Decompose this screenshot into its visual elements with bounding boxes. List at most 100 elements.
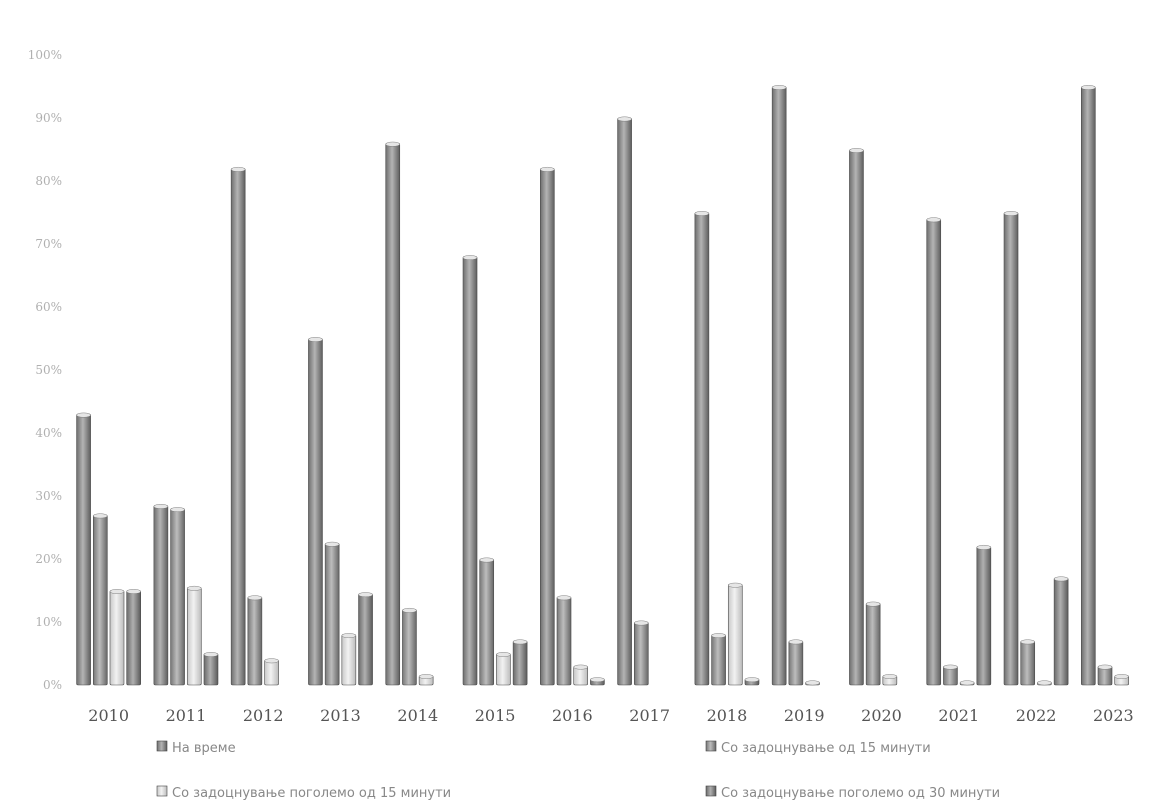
- bar-2014-series-1: [385, 142, 401, 686]
- x-tick-label: 2010: [88, 706, 129, 725]
- bar-2020-series-1: [849, 149, 864, 686]
- y-tick-label: 50%: [35, 363, 62, 377]
- bar-cap: [1097, 664, 1113, 670]
- bar-cap: [1081, 85, 1096, 90]
- bar-2016-series-2: [556, 596, 572, 686]
- bar-2013-series-3: [341, 634, 357, 686]
- y-axis: 0% 10% 20% 30% 40% 50% 60% 70% 80% 90% 100%: [28, 48, 62, 692]
- bar-2010-series-2: [92, 514, 108, 686]
- bar-cap: [418, 674, 434, 679]
- bar-cap: [771, 85, 787, 90]
- bar-cap: [341, 633, 357, 638]
- x-tick-label: 2022: [1016, 706, 1057, 725]
- bar-2015-series-1: [462, 256, 478, 686]
- bar-2022-series-1: [1003, 212, 1019, 686]
- bar-cap: [385, 141, 400, 147]
- bar-2012-series-1: [230, 168, 246, 686]
- x-tick-label: 2017: [629, 706, 670, 725]
- bar-cap: [187, 585, 202, 591]
- y-tick-label: 90%: [35, 111, 62, 125]
- bar-cap: [849, 148, 864, 153]
- bar-cap: [93, 513, 108, 519]
- y-tick-label: 60%: [35, 300, 62, 314]
- bar-2018-series-3: [727, 583, 743, 686]
- bars: [76, 85, 1130, 686]
- bar-2022-series-2: [1020, 640, 1036, 686]
- x-tick-label: 2014: [397, 706, 438, 725]
- bar-2015-series-3: [496, 653, 511, 686]
- bar-2011-series-1: [153, 505, 169, 686]
- x-tick-label: 2023: [1093, 706, 1134, 725]
- bar-cap: [153, 504, 169, 509]
- bar-cap: [170, 507, 185, 512]
- bar-2012-series-3: [264, 659, 279, 686]
- bar-2021-series-4: [976, 546, 992, 686]
- bar-2018-series-2: [711, 634, 726, 686]
- x-tick-label: 2012: [243, 706, 284, 725]
- bar-cap: [634, 620, 649, 626]
- bar-cap: [788, 639, 804, 645]
- bar-2011-series-4: [203, 653, 219, 686]
- legend-label: Со задоцнување поголемо од 15 минути: [172, 786, 451, 801]
- bar-cap: [1053, 576, 1069, 582]
- bar-cap: [512, 639, 528, 645]
- legend-label: Со задоцнување од 15 минути: [721, 741, 931, 756]
- x-tick-label: 2020: [861, 706, 902, 725]
- x-tick-label: 2019: [784, 706, 825, 725]
- bar-2010-series-4: [126, 590, 141, 686]
- bar-cap: [402, 608, 417, 613]
- bar-cap: [728, 582, 743, 588]
- x-tick-label: 2021: [938, 706, 979, 725]
- y-tick-label: 100%: [28, 48, 62, 62]
- bar-cap: [1003, 211, 1019, 216]
- bar-cap: [694, 211, 710, 216]
- legend-label: Со задоцнување поголемо од 30 минути: [721, 786, 1000, 801]
- bar-2023-series-1: [1081, 86, 1096, 686]
- bar-2017-series-1: [617, 117, 632, 686]
- bar-cap: [556, 595, 572, 601]
- y-tick-label: 40%: [35, 426, 62, 440]
- x-tick-label: 2011: [166, 706, 207, 725]
- x-tick-label: 2016: [552, 706, 593, 725]
- bar-cap: [540, 166, 555, 172]
- bar-cap: [711, 633, 726, 638]
- bar-cap: [805, 680, 820, 686]
- bar-cap: [590, 677, 605, 683]
- y-tick-label: 0%: [43, 678, 62, 692]
- bar-2016-series-1: [540, 168, 555, 686]
- bar-2013-series-2: [324, 542, 340, 686]
- x-axis: 2010 2011 2012 2013 2014 2015 2016 2017 2018 2019…: [88, 706, 1133, 725]
- bar-cap: [744, 677, 760, 683]
- y-tick-label: 80%: [35, 174, 62, 188]
- bar-cap: [76, 412, 91, 418]
- legend: На време Со задоцнување од 15 минути Со за…: [156, 740, 1000, 801]
- bar-cap: [926, 217, 941, 223]
- bar-2018-series-1: [694, 212, 710, 686]
- bar-cap: [479, 557, 494, 563]
- bar-cap: [126, 589, 141, 594]
- bar-cap: [308, 337, 323, 342]
- bar-cap: [203, 652, 219, 657]
- bar-cap: [1020, 639, 1035, 645]
- legend-swatch: [156, 740, 168, 752]
- bar-2011-series-2: [170, 508, 185, 686]
- bar-2019-series-2: [788, 640, 804, 686]
- bar-cap: [324, 541, 340, 547]
- y-tick-label: 20%: [35, 552, 62, 566]
- bar-cap: [882, 674, 898, 679]
- bar-cap: [573, 664, 588, 670]
- bar-cap: [617, 116, 632, 122]
- bar-cap: [959, 680, 975, 686]
- bar-2014-series-2: [402, 609, 417, 686]
- y-tick-label: 70%: [35, 237, 62, 251]
- x-tick-label: 2013: [320, 706, 361, 725]
- legend-swatch: [156, 785, 168, 797]
- bar-cap: [264, 658, 279, 664]
- bar-2013-series-4: [358, 593, 373, 686]
- bar-2020-series-2: [865, 602, 881, 686]
- bar-cap: [358, 592, 373, 598]
- bar-2011-series-3: [186, 587, 202, 686]
- bar-cap: [496, 652, 511, 657]
- bar-cap: [1037, 680, 1052, 686]
